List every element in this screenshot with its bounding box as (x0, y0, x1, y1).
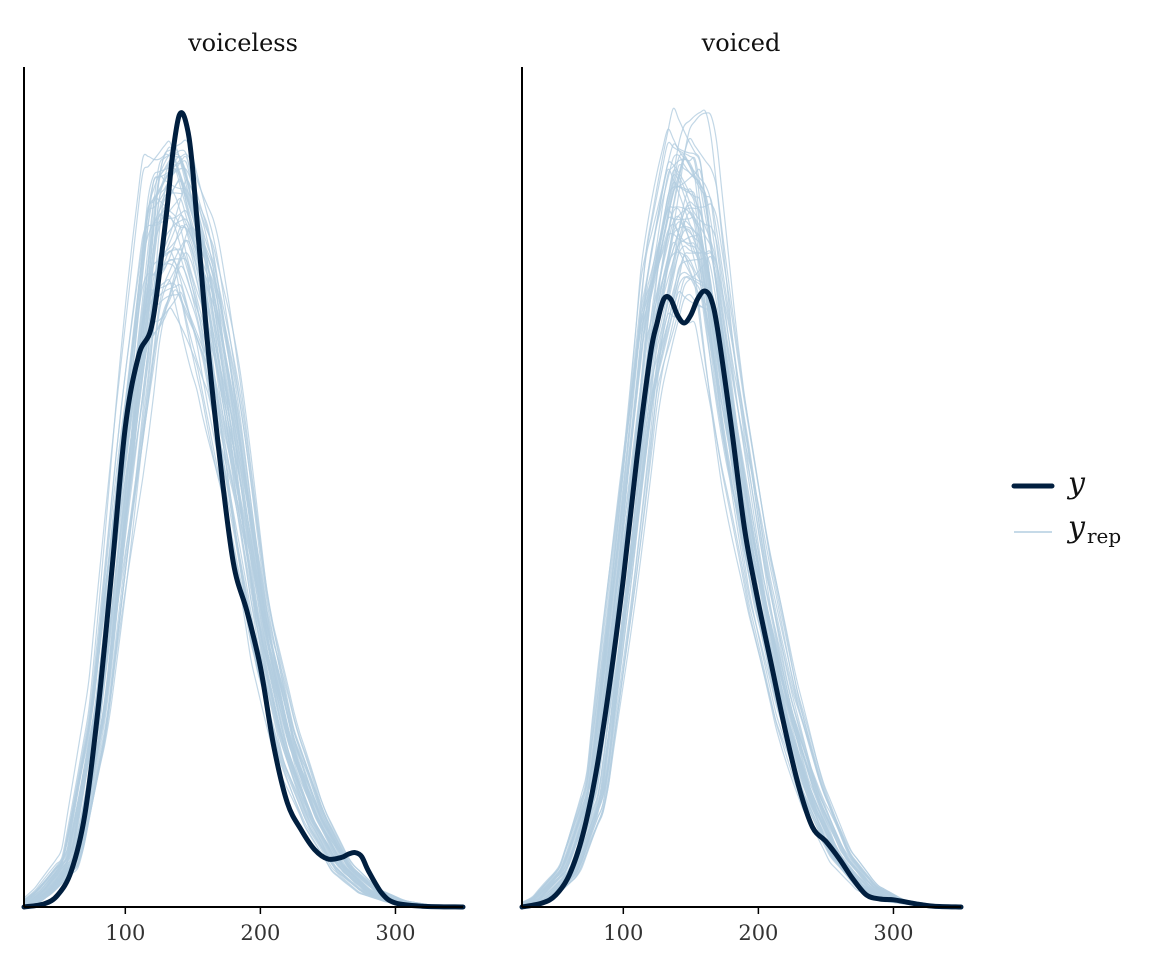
legend-label-yrep-main: y (1066, 510, 1086, 545)
yrep-line (23, 209, 462, 908)
facet-title-voiceless: voiceless (187, 29, 298, 57)
x-tick-label: 300 (375, 921, 415, 945)
facet-voiceless: voiceless 100 200 300 (21, 29, 466, 945)
legend: y y rep (1011, 466, 1121, 548)
yrep-line (521, 275, 960, 908)
x-tick-label: 200 (738, 921, 778, 945)
legend-label-yrep: y rep (1066, 510, 1121, 548)
yrep-line (23, 167, 462, 908)
facet-voiced: voiced 100 200 300 (519, 29, 964, 945)
yrep-line (521, 112, 960, 908)
x-tick-label: 300 (873, 921, 913, 945)
y-observed-line-voiceless (21, 110, 466, 910)
x-tick-label: 200 (240, 921, 280, 945)
legend-label-yrep-subscript: rep (1087, 524, 1121, 548)
yrep-line (23, 155, 462, 908)
y-observed-line-voiced (519, 288, 964, 910)
x-tick-label: 100 (105, 921, 145, 945)
x-tick-label: 100 (603, 921, 643, 945)
x-ticks-voiced: 100 200 300 (603, 907, 914, 945)
facet-title-voiced: voiced (701, 29, 781, 57)
legend-label-y: y (1066, 466, 1086, 501)
x-ticks-voiceless: 100 200 300 (105, 907, 416, 945)
